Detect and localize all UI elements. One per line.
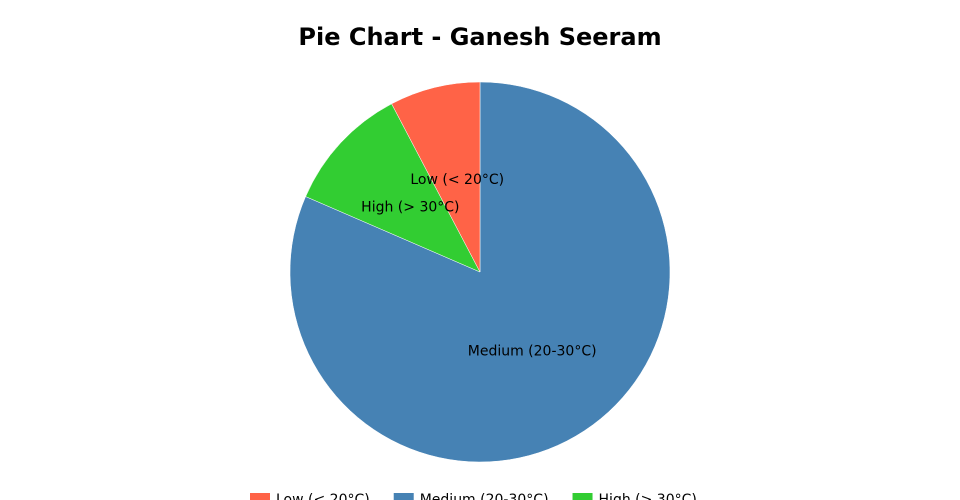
slice-label: High (> 30°C) [361, 199, 459, 215]
legend-swatch [572, 493, 593, 500]
pie-slice [305, 103, 481, 273]
legend-label: Medium (20-30°C) [420, 492, 549, 500]
legend-label: High (> 30°C) [599, 492, 697, 500]
slice-label: Low (< 20°C) [410, 172, 504, 188]
pie-slice [391, 81, 481, 273]
chart-title: Pie Chart - Ganesh Seeram [298, 23, 661, 51]
legend-swatch [393, 493, 414, 500]
legend-swatch [250, 493, 270, 500]
legend-label: Low (< 20°C) [276, 492, 370, 500]
slice-label: Medium (20-30°C) [468, 343, 597, 359]
